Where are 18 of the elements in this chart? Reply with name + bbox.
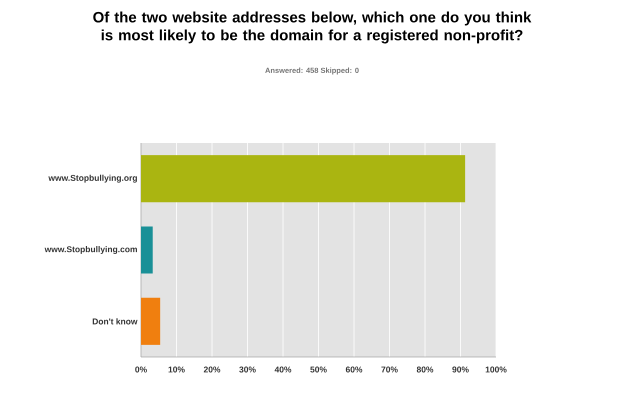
y-tick-label: www.Stopbullying.org xyxy=(48,174,137,183)
y-tick-label: Don't know xyxy=(92,318,138,324)
x-tick-label: 30% xyxy=(239,366,256,373)
y-tick-label: www.Stopbullying.com xyxy=(44,246,137,254)
x-tick-label: 80% xyxy=(416,366,434,373)
x-tick-label: 90% xyxy=(452,366,469,373)
bar xyxy=(141,155,466,202)
bar xyxy=(141,298,160,345)
x-tick-label: 50% xyxy=(310,366,327,373)
x-tick-label: 100% xyxy=(486,366,507,373)
x-tick-label: 20% xyxy=(204,366,220,373)
x-tick-label: 40% xyxy=(274,366,292,373)
x-tick-label: 60% xyxy=(346,366,362,373)
x-tick-label: 0% xyxy=(135,366,147,373)
x-tick-label: 70% xyxy=(381,366,398,373)
chart-title: Of the two website addresses below, which one do you think is most likely to be the domain for a registered non-profit? xyxy=(93,12,532,44)
x-tick-label: 10% xyxy=(168,366,185,373)
bar xyxy=(141,226,153,274)
